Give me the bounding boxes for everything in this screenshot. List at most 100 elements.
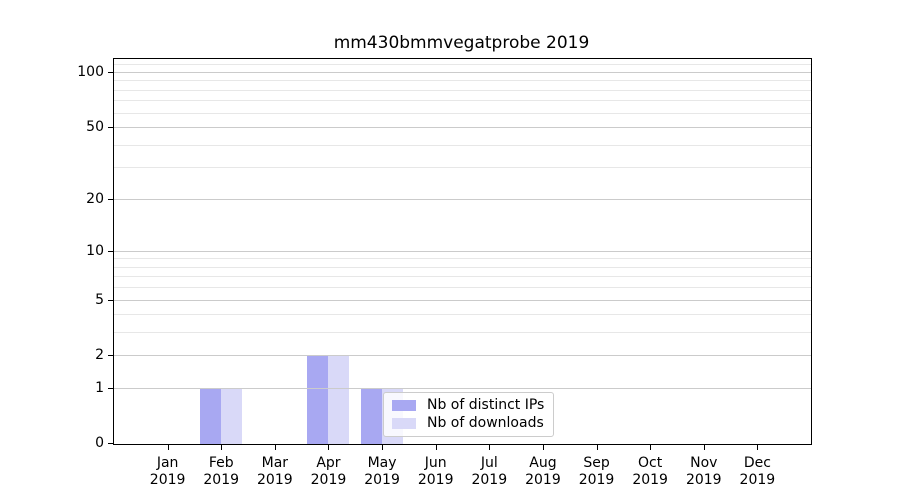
x-axis-tick-label-jun: Jun 2019 [404,455,468,489]
x-tick-year: 2019 [739,472,776,488]
y-axis-tick-label: 2 [95,347,104,364]
bar-downloads-apr [328,355,350,444]
x-tick-year: 2019 [471,472,508,488]
x-tick-year: 2019 [525,472,561,488]
gridline-major [114,388,811,390]
x-tick-month: Jun [424,455,447,471]
x-tick-year: 2019 [417,472,454,488]
y-axis-tick-label: 50 [86,119,104,136]
x-tick-month: Oct [638,455,663,471]
legend-entry-distinct-ips: Nb of distinct IPs [392,398,544,413]
bar-distinct-ips-feb [200,388,222,444]
x-axis-tick-label-dec: Dec 2019 [725,455,789,489]
x-axis-tick-label-may: May 2019 [350,455,414,489]
x-axis-tick-label-aug: Aug 2019 [511,455,575,489]
y-axis-tick-label: 100 [77,64,104,80]
x-axis-tick-label-jan: Jan 2019 [136,455,200,489]
x-tick-month: Feb [208,455,234,471]
y-axis-tick [108,443,113,444]
y-axis-tick-label: 0 [95,435,104,451]
x-axis-tick [167,445,169,450]
y-axis-tick [108,355,113,357]
x-tick-month: Mar [261,455,289,471]
y-axis-tick-label: 10 [86,242,104,259]
legend-swatch-downloads [392,418,416,429]
gridline-minor [114,287,811,289]
gridline-major [114,127,811,129]
x-axis-tick [274,445,276,450]
gridline-major [114,299,811,301]
x-tick-year: 2019 [364,472,400,488]
x-axis-tick-label-sep: Sep 2019 [565,455,629,489]
gridline-minor [114,276,811,278]
gridline-major [114,250,811,252]
gridline-minor [114,314,811,316]
legend-entry-downloads: Nb of downloads [392,416,544,431]
x-tick-month: Dec [743,455,771,471]
x-tick-year: 2019 [149,472,186,488]
x-axis-tick [596,445,598,450]
chart-title: mm430bmmvegatprobe 2019 [333,33,590,53]
gridline-major [114,198,811,200]
grid-layer [114,59,811,444]
gridline-minor [114,258,811,260]
x-axis-tick-label-jul: Jul 2019 [457,455,521,489]
gridline-minor [114,80,811,82]
y-axis-tick-label: 20 [86,190,104,207]
x-axis-tick [435,445,437,450]
gridline-minor [114,266,811,268]
x-axis-tick [489,445,491,450]
x-tick-year: 2019 [310,472,347,488]
legend-label-distinct-ips: Nb of distinct IPs [427,397,545,413]
x-tick-year: 2019 [203,472,240,488]
x-axis-tick-label-nov: Nov 2019 [672,455,736,489]
gridline-minor [114,100,811,102]
bar-downloads-feb [221,388,243,444]
gridline-minor [114,167,811,169]
gridline-minor [114,112,811,114]
x-tick-month: Jan [156,455,179,471]
x-tick-month: May [367,455,397,471]
gridline-minor [114,89,811,91]
x-axis-tick [703,445,705,450]
gridline-minor [114,144,811,146]
y-axis-tick [108,127,113,129]
x-tick-month: Sep [583,455,610,471]
x-axis-tick [650,445,652,450]
legend: Nb of distinct IPs Nb of downloads [383,392,555,437]
plot-area: 0 1 2 5 10 20 50 100 Jan 2019 Feb 2019 Mar 2019 Apr 201… [77,58,812,488]
x-axis-tick [757,445,759,450]
gridline-minor [114,332,811,334]
y-axis-tick [108,198,113,200]
x-tick-year: 2019 [685,472,722,488]
legend-label-downloads: Nb of downloads [427,415,544,431]
y-axis-tick [108,72,113,73]
x-axis-tick [221,445,223,450]
y-axis-tick-label: 1 [95,380,104,397]
y-axis-tick-label: 5 [95,291,104,308]
y-axis-tick [108,388,113,390]
y-axis-tick [108,299,113,301]
x-tick-month: Jul [480,455,498,471]
axis-layer: 0 1 2 5 10 20 50 100 Jan 2019 Feb 2019 Mar 2019 Apr 201… [77,59,811,488]
x-axis-tick-label-oct: Oct 2019 [618,455,682,489]
x-axis-tick-label-mar: Mar 2019 [243,455,307,489]
x-axis-tick-label-feb: Feb 2019 [189,455,253,489]
x-axis-tick-label-apr: Apr 2019 [296,455,360,489]
gridline-minor [114,64,811,66]
x-tick-year: 2019 [578,472,615,488]
bar-distinct-ips-apr [307,355,329,444]
x-tick-month: Apr [316,455,341,471]
gridline-major [114,355,811,357]
legend-swatch-distinct-ips [392,400,416,411]
gridline-major [114,72,811,73]
y-axis-tick [108,250,113,252]
x-tick-year: 2019 [632,472,668,488]
x-axis-tick [328,445,330,450]
x-tick-year: 2019 [257,472,293,488]
bar-distinct-ips-may [361,388,383,444]
x-tick-month: Aug [529,455,557,471]
x-axis-tick [382,445,384,450]
x-axis-tick [542,445,544,450]
